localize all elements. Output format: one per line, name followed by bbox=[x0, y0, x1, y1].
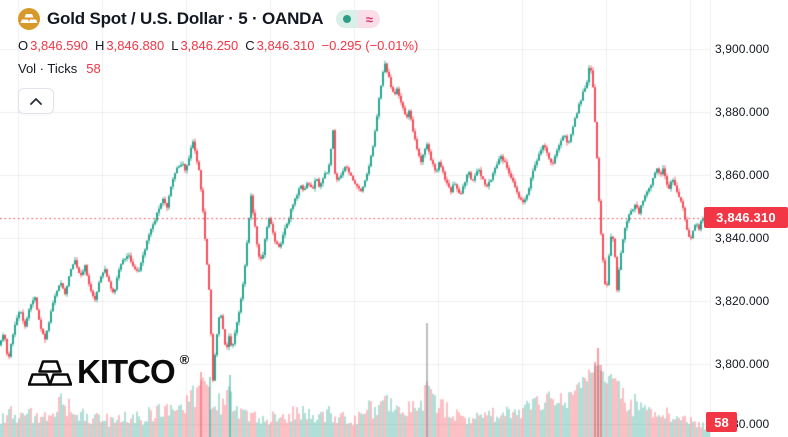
market-status-pill[interactable]: ≈ bbox=[336, 10, 381, 28]
legend-collapse-button[interactable] bbox=[18, 88, 54, 114]
kitco-gold-bars-icon bbox=[28, 360, 72, 386]
volume-value-badge: 58 bbox=[706, 412, 737, 432]
volume-indicator-label[interactable]: Vol · Ticks bbox=[18, 61, 78, 76]
change-value: −0.295 (−0.01%) bbox=[321, 38, 419, 53]
chevron-up-icon bbox=[30, 97, 42, 105]
market-open-dot-icon bbox=[343, 15, 352, 23]
low-label: L bbox=[171, 38, 179, 53]
symbol-title-row[interactable]: Gold Spot / U.S. Dollar · 5 · OANDA ≈ bbox=[18, 7, 418, 31]
approx-icon: ≈ bbox=[365, 11, 373, 27]
high-label: H bbox=[94, 38, 105, 53]
delayed-data-segment: ≈ bbox=[358, 10, 381, 28]
axis-label: 3,880.000 bbox=[715, 105, 770, 119]
ohlc-row: O 3,846.590 H 3,846.880 L 3,846.250 C 3,846.… bbox=[18, 38, 418, 53]
volume-indicator-row[interactable]: Vol · Ticks 58 bbox=[18, 61, 418, 76]
kitco-watermark: KITCO ® bbox=[28, 352, 189, 392]
axis-label: 3,800.000 bbox=[715, 357, 770, 371]
open-value: 3,846.590 bbox=[30, 38, 88, 53]
gold-symbol-icon bbox=[18, 8, 40, 30]
axis-label: 3,840.000 bbox=[715, 231, 770, 245]
symbol-title[interactable]: Gold Spot / U.S. Dollar · 5 · OANDA bbox=[47, 9, 324, 28]
kitco-brand-text: KITCO bbox=[77, 353, 176, 390]
close-label: C bbox=[245, 38, 255, 53]
registered-trademark-symbol: ® bbox=[179, 352, 190, 367]
close-value: 3,846.310 bbox=[256, 38, 315, 53]
low-value: 3,846.250 bbox=[180, 38, 239, 53]
axis-label: 3,820.000 bbox=[715, 294, 770, 308]
high-value: 3,846.880 bbox=[106, 38, 165, 53]
axis-label: 3,900.000 bbox=[715, 42, 770, 56]
price-chart-canvas[interactable] bbox=[0, 0, 710, 437]
open-label: O bbox=[18, 38, 29, 53]
last-price-badge: 3,846.310 bbox=[704, 207, 788, 228]
volume-indicator-value: 58 bbox=[86, 61, 101, 76]
market-open-segment bbox=[336, 10, 359, 28]
axis-label: 3,860.000 bbox=[715, 168, 770, 182]
